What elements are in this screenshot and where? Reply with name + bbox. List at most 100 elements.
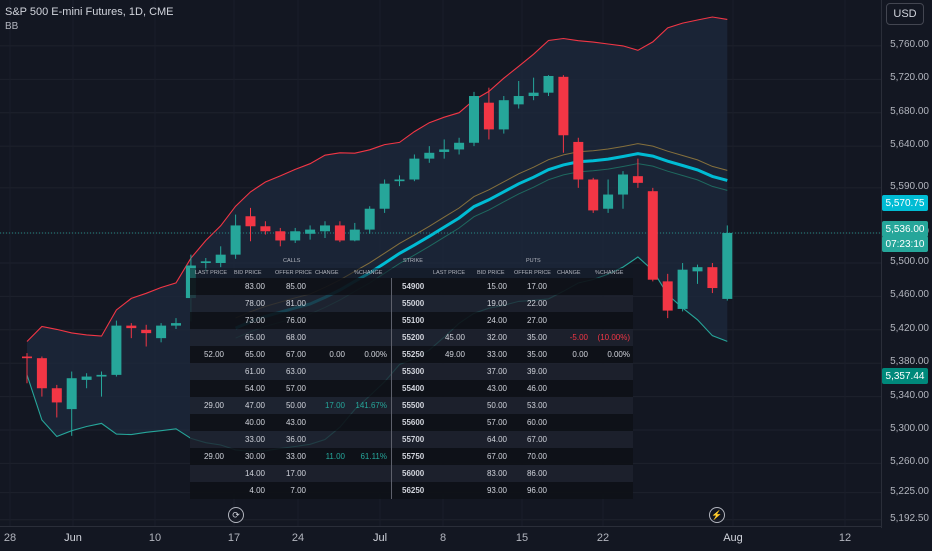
options-cell-p-bid: 67.00 xyxy=(486,452,507,461)
options-row[interactable]: 65.00 68.00 45.00 32.00 35.00 -5.00 (10.00%) 55… xyxy=(190,329,633,346)
col-call-bid: BID PRICE xyxy=(234,270,262,276)
options-cell-p-offer: 53.00 xyxy=(526,401,547,410)
candle xyxy=(320,221,330,238)
price-tick: 5,420.00 xyxy=(890,322,929,334)
candle-body xyxy=(677,269,688,309)
options-row[interactable]: 61.00 63.00 37.00 39.00 55300 xyxy=(190,363,633,380)
candle-body xyxy=(498,100,509,130)
indicator-label[interactable]: BB xyxy=(5,21,19,32)
candle xyxy=(379,179,390,213)
options-row[interactable]: 78.00 81.00 19.00 22.00 55000 xyxy=(190,295,633,312)
dividend-event-icon[interactable]: ⟳ xyxy=(228,507,244,523)
options-row[interactable]: 40.00 43.00 57.00 60.00 55600 xyxy=(190,414,633,431)
options-row[interactable]: 29.00 47.00 50.00 17.00 141.67% 50.00 53.00 555… xyxy=(190,397,633,414)
candle-body xyxy=(662,281,673,311)
options-header: CALLS STRIKE PUTS xyxy=(190,254,633,268)
candle xyxy=(81,373,92,389)
candle xyxy=(603,179,614,213)
candle-body xyxy=(320,225,330,232)
options-row[interactable]: 52.00 65.00 67.00 0.00 0.00% 49.00 33.00 35.00 0… xyxy=(190,346,633,363)
options-divider xyxy=(391,278,392,499)
price-tick: 5,225.00 xyxy=(890,485,929,497)
options-cell-c-bid: 30.00 xyxy=(244,452,265,461)
price-tick: 5,500.00 xyxy=(890,256,929,267)
candle-body xyxy=(409,158,420,180)
col-put-pct: %CHANGE xyxy=(595,270,624,276)
options-cell-c-offer: 63.00 xyxy=(285,367,306,376)
candle-body xyxy=(96,374,107,377)
candle xyxy=(707,263,718,294)
options-row[interactable]: 4.00 7.00 93.00 96.00 56250 xyxy=(190,482,633,499)
candle xyxy=(171,318,181,329)
price-axis[interactable]: USD 5,760.00 5,720.00 5,680.00 5,640.00 5,59… xyxy=(881,0,932,528)
options-row[interactable]: 83.00 85.00 15.00 17.00 54900 xyxy=(190,278,633,295)
col-put-offer: OFFER PRICE xyxy=(514,270,551,276)
options-cell-c-offer: 43.00 xyxy=(285,418,306,427)
options-cell-c-chg: 11.00 xyxy=(325,452,345,461)
candle-body xyxy=(632,176,643,183)
options-cell-c-bid: 73.00 xyxy=(244,316,265,325)
candle-body xyxy=(618,174,628,195)
options-strike: 56250 xyxy=(402,486,425,495)
currency-button[interactable]: USD xyxy=(886,3,924,25)
lightning-event-icon[interactable]: ⚡ xyxy=(709,507,725,523)
last-price-label: 5,536.00 xyxy=(882,221,928,237)
options-cell-c-bid: 65.00 xyxy=(244,333,265,342)
candle-body xyxy=(528,92,539,97)
candle xyxy=(647,187,658,282)
options-strike: 54900 xyxy=(402,282,425,291)
options-cell-c-offer: 50.00 xyxy=(285,401,306,410)
candle-body xyxy=(573,141,584,180)
candle-body xyxy=(469,96,479,143)
options-cell-p-chg: 0.00 xyxy=(572,350,588,359)
candle xyxy=(483,87,494,140)
options-cell-p-bid: 15.00 xyxy=(486,282,507,291)
time-axis[interactable]: 28 Jun 10 17 24 Jul 8 15 22 Aug 12 xyxy=(0,526,881,551)
candle-body xyxy=(379,183,390,209)
price-tick: 5,640.00 xyxy=(890,139,929,151)
candle xyxy=(66,371,77,436)
options-cell-p-pct: 0.00% xyxy=(607,350,630,359)
time-tick: Aug xyxy=(723,532,743,544)
candle-body xyxy=(349,229,360,241)
price-tick: 5,760.00 xyxy=(890,38,929,50)
col-put-change: CHANGE xyxy=(557,270,581,276)
candle xyxy=(275,227,286,247)
candle xyxy=(692,264,703,284)
options-cell-c-offer: 17.00 xyxy=(285,469,306,478)
candle-body xyxy=(36,358,47,389)
options-row[interactable]: 73.00 76.00 24.00 27.00 55100 xyxy=(190,312,633,329)
candle xyxy=(305,225,316,240)
options-cell-p-offer: 39.00 xyxy=(526,367,547,376)
options-strike: 55750 xyxy=(402,452,425,461)
options-cell-p-bid: 57.00 xyxy=(486,418,507,427)
options-row[interactable]: 54.00 57.00 43.00 46.00 55400 xyxy=(190,380,633,397)
candle xyxy=(454,137,465,155)
candle xyxy=(394,175,405,187)
candle xyxy=(513,80,524,109)
options-row[interactable]: 33.00 36.00 64.00 67.00 55700 xyxy=(190,431,633,448)
price-tick: 5,340.00 xyxy=(890,389,929,401)
options-strike: 56000 xyxy=(402,469,425,478)
chart-title[interactable]: S&P 500 E-mini Futures, 1D, CME xyxy=(5,6,174,18)
options-cell-p-offer: 17.00 xyxy=(526,282,547,291)
options-cell-p-bid: 93.00 xyxy=(486,486,507,495)
options-cell-c-bid: 78.00 xyxy=(244,299,265,308)
options-cell-c-bid: 83.00 xyxy=(244,282,265,291)
calls-label: CALLS xyxy=(283,258,301,264)
options-row[interactable]: 14.00 17.00 83.00 86.00 56000 xyxy=(190,465,633,482)
candle-body xyxy=(722,232,733,299)
options-cell-c-bid: 61.00 xyxy=(244,367,265,376)
candle xyxy=(409,154,420,182)
candle-body xyxy=(171,323,181,326)
candle-body xyxy=(513,96,524,105)
options-chain-table: 83.00 85.00 15.00 17.00 54900 78.00 81.00 19.00… xyxy=(190,278,633,499)
options-row[interactable]: 29.00 30.00 33.00 11.00 61.11% 67.00 70.00 5575… xyxy=(190,448,633,465)
candle-body xyxy=(454,142,465,150)
options-cell-c-pct: 0.00% xyxy=(364,350,387,359)
options-cell-p-offer: 67.00 xyxy=(526,435,547,444)
options-cell-p-pct: (10.00%) xyxy=(597,333,630,342)
options-cell-c-chg: 17.00 xyxy=(324,401,345,410)
candle xyxy=(215,246,226,268)
options-cell-p-bid: 32.00 xyxy=(486,333,507,342)
